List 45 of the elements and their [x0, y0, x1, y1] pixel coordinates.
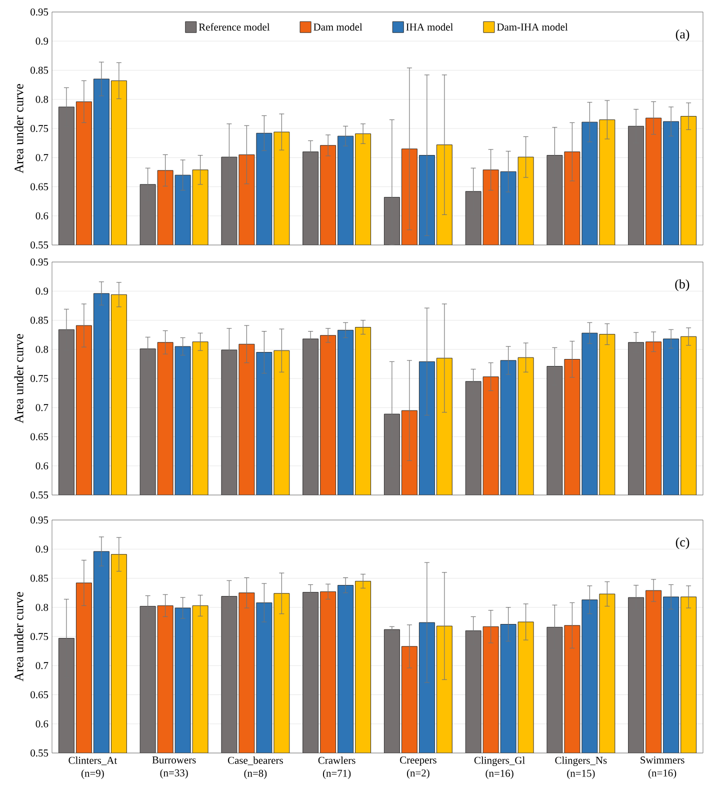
- y-tick-label: 0.7: [36, 154, 48, 162]
- y-tick-label: 0.7: [36, 404, 48, 412]
- y-tick-label: 0.6: [36, 212, 48, 220]
- y-tick-label: 0.95: [30, 516, 48, 524]
- y-axis-title: Area under curve: [14, 84, 24, 174]
- y-tick-label: 0.85: [30, 574, 48, 582]
- y-tick-label: 0.55: [30, 749, 48, 757]
- x-tick-label: Clingers_Gl (n=16): [474, 756, 525, 779]
- x-tick-label: Clingers_Ns (n=15): [555, 756, 607, 779]
- y-axis-title: Area under curve: [14, 592, 24, 682]
- y-tick-label: 0.75: [30, 632, 48, 640]
- x-tick-label: Crawlers (n=71): [318, 756, 356, 779]
- y-tick-label: 0.6: [36, 720, 48, 728]
- legend-label: Dam-IHA model: [496, 23, 568, 31]
- legend-label: Dam model: [314, 23, 362, 31]
- y-tick-label: 0.85: [30, 316, 48, 324]
- y-tick-label: 0.85: [30, 66, 48, 74]
- x-tick-label: Case_bearers (n=8): [228, 756, 283, 779]
- y-tick-label: 0.8: [36, 604, 48, 611]
- y-tick-label: 0.75: [30, 124, 48, 132]
- y-tick-label: 0.65: [30, 691, 48, 698]
- annotation: (b): [675, 279, 690, 292]
- y-tick-label: 0.8: [36, 346, 48, 353]
- y-tick-label: 0.95: [30, 258, 48, 266]
- y-tick-label: 0.65: [30, 183, 48, 190]
- y-tick-label: 0.95: [30, 8, 48, 16]
- x-tick-label: Swimmers (n=16): [640, 756, 684, 779]
- legend-label: IHA model: [406, 23, 453, 31]
- annotation: (c): [676, 537, 690, 550]
- y-tick-label: 0.9: [36, 546, 48, 553]
- y-tick-label: 0.9: [36, 38, 48, 45]
- y-tick-label: 0.65: [30, 433, 48, 440]
- y-tick-label: 0.9: [36, 288, 48, 295]
- legend-label: Reference model: [198, 23, 270, 31]
- annotation: (a): [676, 29, 690, 42]
- y-tick-label: 0.75: [30, 374, 48, 382]
- y-tick-label: 0.55: [30, 491, 48, 499]
- x-tick-label: Burrowers (n=33): [152, 756, 196, 779]
- x-tick-label: Creepers (n=2): [400, 756, 436, 779]
- x-tick-label: Clinters_At (n=9): [68, 756, 118, 779]
- y-tick-label: 0.6: [36, 462, 48, 470]
- y-tick-label: 0.55: [30, 241, 48, 249]
- y-axis-title: Area under curve: [14, 334, 24, 424]
- y-tick-label: 0.8: [36, 96, 48, 103]
- y-tick-label: 0.7: [36, 662, 48, 670]
